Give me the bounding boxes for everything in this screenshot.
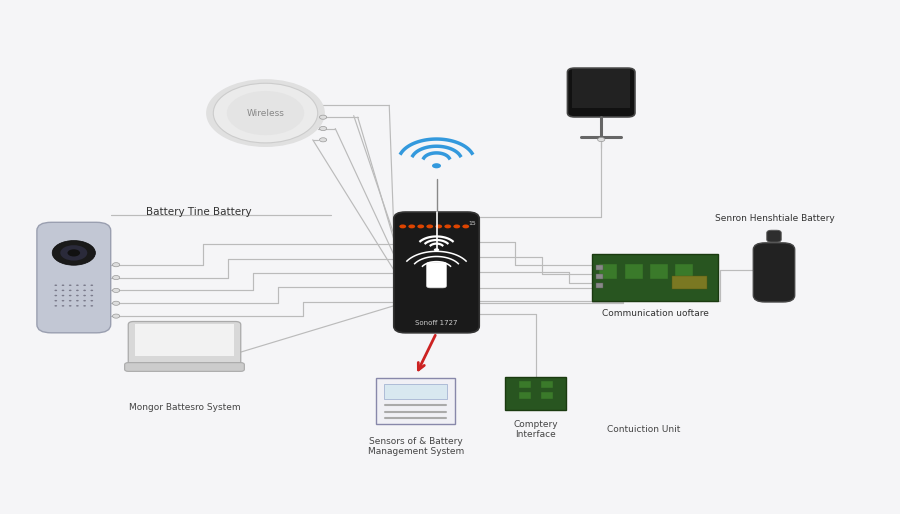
Bar [599, 264, 617, 279]
Bar [572, 69, 630, 108]
Circle shape [83, 285, 86, 286]
Bar [596, 265, 603, 270]
FancyBboxPatch shape [767, 230, 781, 242]
Circle shape [83, 305, 86, 306]
Circle shape [54, 285, 58, 286]
Circle shape [69, 295, 72, 296]
Circle shape [69, 289, 72, 291]
Circle shape [213, 83, 318, 143]
Circle shape [112, 314, 120, 318]
Circle shape [54, 300, 58, 301]
Circle shape [91, 289, 94, 291]
FancyBboxPatch shape [124, 363, 244, 371]
Circle shape [61, 300, 65, 301]
Bar [376, 378, 455, 424]
Bar [505, 376, 566, 410]
Circle shape [91, 285, 94, 286]
Text: Senron Henshtiale Battery: Senron Henshtiale Battery [716, 214, 835, 223]
Circle shape [69, 300, 72, 301]
Text: Sensors of & Battery
Management System: Sensors of & Battery Management System [368, 437, 464, 456]
Circle shape [434, 248, 439, 251]
Text: Mongor Battesro System: Mongor Battesro System [129, 402, 240, 412]
Circle shape [320, 115, 327, 119]
Circle shape [61, 289, 65, 291]
FancyBboxPatch shape [37, 222, 111, 333]
Circle shape [61, 295, 65, 296]
Circle shape [454, 225, 460, 228]
Circle shape [83, 289, 86, 291]
Bar [518, 393, 531, 399]
Circle shape [436, 225, 442, 228]
Bar [384, 384, 447, 399]
Bar [596, 283, 603, 288]
Circle shape [427, 225, 433, 228]
Circle shape [54, 289, 58, 291]
Circle shape [61, 305, 65, 306]
Circle shape [112, 276, 120, 280]
Text: Wireless: Wireless [247, 108, 284, 118]
Text: Comptery
Interface: Comptery Interface [513, 420, 558, 439]
Circle shape [432, 163, 441, 169]
Bar [542, 381, 553, 388]
FancyBboxPatch shape [427, 262, 446, 288]
Text: 15: 15 [468, 221, 475, 226]
Circle shape [52, 241, 95, 265]
Circle shape [91, 295, 94, 296]
Circle shape [76, 305, 78, 306]
Circle shape [69, 285, 72, 286]
Circle shape [76, 289, 78, 291]
Circle shape [445, 225, 451, 228]
Circle shape [112, 288, 120, 292]
Circle shape [83, 295, 86, 296]
Circle shape [463, 225, 469, 228]
Circle shape [76, 295, 78, 296]
Text: Contuiction Unit: Contuiction Unit [607, 425, 680, 434]
Circle shape [227, 91, 304, 135]
Circle shape [68, 249, 80, 256]
Circle shape [112, 301, 120, 305]
Circle shape [83, 300, 86, 301]
Bar [672, 276, 706, 289]
Circle shape [54, 295, 58, 296]
Bar [625, 264, 643, 279]
Circle shape [320, 126, 327, 131]
Circle shape [61, 285, 65, 286]
Circle shape [418, 225, 424, 228]
Text: Battery Tine Battery: Battery Tine Battery [146, 207, 251, 217]
Text: Communication uoftare: Communication uoftare [602, 309, 708, 318]
Bar [650, 264, 668, 279]
Circle shape [206, 79, 325, 147]
Circle shape [54, 305, 58, 306]
Circle shape [76, 300, 78, 301]
Circle shape [69, 305, 72, 306]
Bar [596, 274, 603, 279]
FancyBboxPatch shape [753, 243, 795, 302]
Circle shape [320, 138, 327, 142]
FancyBboxPatch shape [568, 68, 635, 117]
Bar [592, 254, 718, 301]
Bar [135, 324, 234, 357]
Circle shape [112, 263, 120, 267]
Bar [542, 393, 553, 399]
Bar [518, 381, 531, 388]
Circle shape [598, 138, 605, 142]
Circle shape [409, 225, 415, 228]
FancyBboxPatch shape [394, 212, 479, 333]
FancyBboxPatch shape [128, 322, 240, 365]
Bar [675, 264, 693, 279]
Circle shape [91, 300, 94, 301]
Circle shape [400, 225, 406, 228]
Circle shape [76, 285, 78, 286]
Circle shape [60, 245, 87, 261]
Text: Sonoff 1727: Sonoff 1727 [415, 320, 458, 326]
Circle shape [91, 305, 94, 306]
